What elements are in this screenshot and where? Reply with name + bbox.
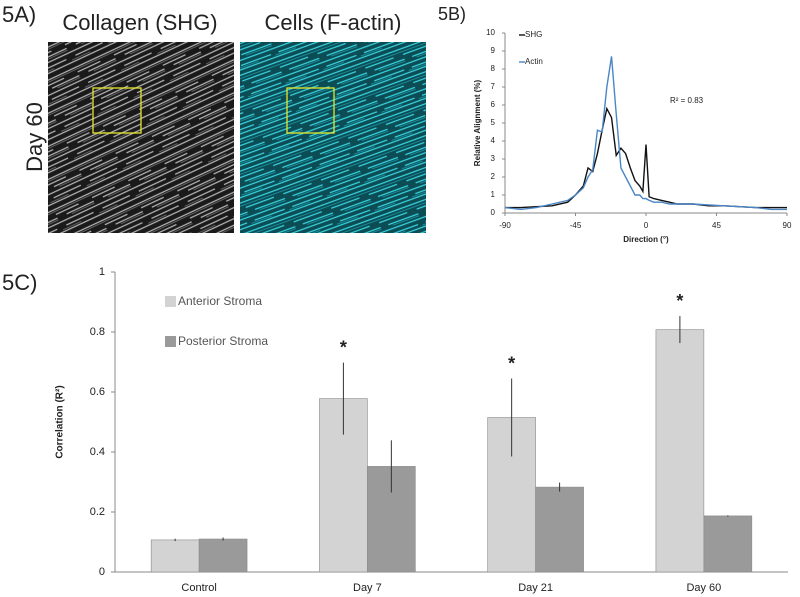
y-tick-label: 10 [486,28,495,37]
y-tick-label: 6 [491,100,496,109]
y-tick-label: 0.6 [90,386,105,398]
y-tick-label: 0.4 [90,446,105,458]
y-tick-label: 4 [491,136,496,145]
image-title: Collagen (SHG) [62,10,217,35]
line-series [504,56,787,211]
legend-swatch [165,336,176,347]
bar [150,539,200,573]
y-tick-label: 1 [99,266,105,278]
x-tick-label: 90 [783,221,792,230]
x-tick-label: Day 21 [518,582,553,594]
x-tick-label: 45 [712,221,721,230]
y-tick-label: 9 [491,46,496,55]
legend-label: SHG [525,30,542,39]
significance-marker: * [508,353,515,373]
x-tick-label: Day 60 [686,582,721,594]
line-series [505,106,787,209]
bar [703,515,753,573]
x-tick-label: Control [181,582,216,594]
y-axis-title: Correlation (R²) [55,385,66,458]
y-tick-label: 3 [491,154,496,163]
collagen-image [48,42,234,233]
y-tick-label: 0.8 [90,326,105,338]
x-tick-label: -90 [499,221,511,230]
y-tick-label: 0.2 [90,506,105,518]
y-axis-title: Relative Alignment (%) [473,79,482,166]
image-title: Cells (F-actin) [265,10,402,35]
bar [535,486,584,573]
x-axis-title: Direction (°) [623,235,669,244]
x-tick-label: -45 [570,221,582,230]
actin-image [240,42,426,233]
y-tick-label: 2 [491,172,496,181]
legend-label: Actin [525,57,543,66]
significance-marker: * [340,337,347,357]
legend-label: Anterior Stroma [178,294,262,308]
y-tick-label: 1 [491,190,496,199]
bar [198,538,248,573]
roi-box [92,87,142,134]
y-tick-label: 7 [491,82,496,91]
legend-swatch [165,296,176,307]
y-tick-label: 0 [491,208,496,217]
panel-label: 5A) [2,2,36,27]
row-label: Day 60 [22,102,47,172]
y-tick-label: 0 [99,566,105,578]
legend-label: Posterior Stroma [178,334,268,348]
x-tick-label: Day 7 [353,582,382,594]
significance-marker: * [676,291,683,311]
bar [655,329,705,573]
annotation: R² = 0.83 [670,96,704,105]
y-tick-label: 8 [491,64,496,73]
panel-label: 5B) [438,4,466,24]
x-tick-label: 0 [644,221,649,230]
roi-box [286,87,335,134]
y-tick-label: 5 [491,118,496,127]
panel-label: 5C) [2,270,37,295]
